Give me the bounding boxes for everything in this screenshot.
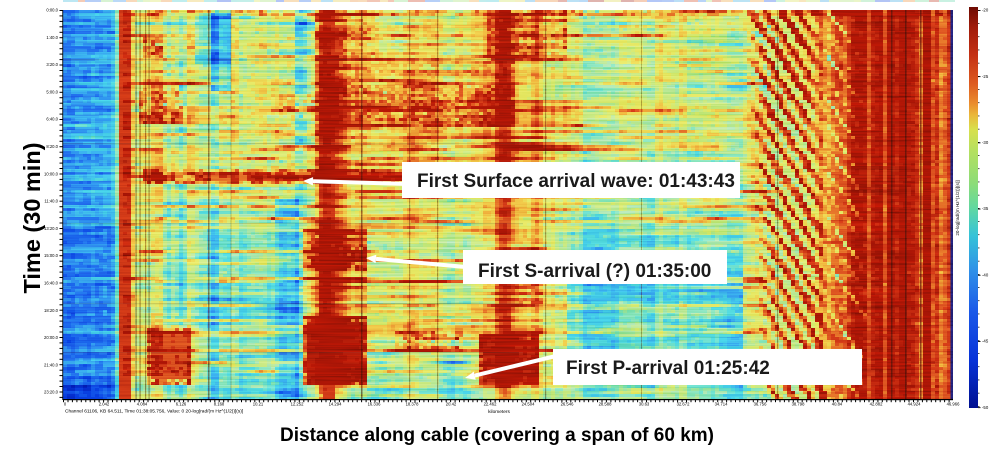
svg-text:10.21: 10.21: [253, 402, 264, 407]
svg-text:-25: -25: [982, 74, 989, 79]
svg-text:Channel 61106, KB 64.511, Time: Channel 61106, KB 64.511, Time 01:38:05.…: [65, 409, 243, 415]
svg-text:kilometers: kilometers: [488, 409, 510, 415]
svg-text:Distance along cable (covering: Distance along cable (covering a span of…: [280, 425, 714, 446]
svg-text:3:20.0: 3:20.0: [46, 62, 58, 67]
svg-text:-20: -20: [982, 8, 989, 13]
svg-text:First S-arrival (?) 01:35:00: First S-arrival (?) 01:35:00: [478, 261, 711, 282]
svg-text:40.84: 40.84: [832, 402, 843, 407]
svg-text:20.42: 20.42: [446, 402, 457, 407]
svg-text:6.126: 6.126: [176, 402, 187, 407]
svg-text:8:20.0: 8:20.0: [46, 144, 58, 149]
svg-text:20:00.0: 20:00.0: [44, 335, 59, 340]
svg-text:16:40.0: 16:40.0: [44, 281, 59, 286]
svg-text:12.252: 12.252: [291, 402, 304, 407]
svg-text:6:40.0: 6:40.0: [46, 117, 58, 122]
svg-text:First P-arrival 01:25:42: First P-arrival 01:25:42: [566, 358, 770, 379]
svg-text:28.588: 28.588: [599, 402, 612, 407]
svg-text:46.966: 46.966: [947, 402, 960, 407]
svg-text:36.756: 36.756: [754, 402, 767, 407]
svg-text:1:40.0: 1:40.0: [46, 35, 58, 40]
svg-text:-40: -40: [982, 272, 989, 277]
svg-text:11:40.0: 11:40.0: [44, 199, 58, 204]
svg-text:5:00.0: 5:00.0: [46, 89, 58, 94]
svg-text:26.546: 26.546: [561, 402, 574, 407]
svg-text:16.336: 16.336: [368, 402, 381, 407]
svg-text:-30: -30: [982, 140, 989, 145]
svg-text:38.798: 38.798: [792, 402, 805, 407]
svg-text:-35: -35: [982, 206, 989, 211]
svg-text:18:20.0: 18:20.0: [44, 308, 59, 313]
svg-text:14.294: 14.294: [329, 402, 342, 407]
svg-text:0: 0: [64, 402, 67, 407]
svg-text:22.462: 22.462: [484, 402, 497, 407]
svg-text:0:00.0: 0:00.0: [46, 8, 58, 13]
svg-text:20-log[rad/(m Hz^(1/2))](s)]: 20-log[rad/(m Hz^(1/2))](s)]: [955, 180, 960, 235]
svg-text:34.714: 34.714: [715, 402, 728, 407]
svg-text:13:20.0: 13:20.0: [44, 226, 59, 231]
svg-text:15:00.0: 15:00.0: [44, 253, 59, 258]
svg-text:-50: -50: [982, 405, 989, 410]
svg-text:2.042: 2.042: [99, 402, 110, 407]
svg-text:-45: -45: [982, 339, 989, 344]
svg-text:First Surface arrival wave: 01: First Surface arrival wave: 01:43:43: [417, 171, 735, 192]
svg-text:23:20.0: 23:20.0: [44, 390, 59, 395]
svg-text:44.924: 44.924: [908, 402, 921, 407]
svg-text:8.168: 8.168: [214, 402, 225, 407]
svg-text:4.084: 4.084: [137, 402, 148, 407]
svg-text:18.378: 18.378: [406, 402, 419, 407]
svg-text:42.882: 42.882: [870, 402, 883, 407]
svg-text:24.504: 24.504: [522, 402, 535, 407]
svg-text:30.63: 30.63: [639, 402, 650, 407]
svg-text:32.672: 32.672: [677, 402, 690, 407]
svg-text:10:00.0: 10:00.0: [44, 171, 59, 176]
svg-text:21:40.0: 21:40.0: [44, 362, 59, 367]
svg-text:Time (30 min): Time (30 min): [19, 142, 45, 293]
